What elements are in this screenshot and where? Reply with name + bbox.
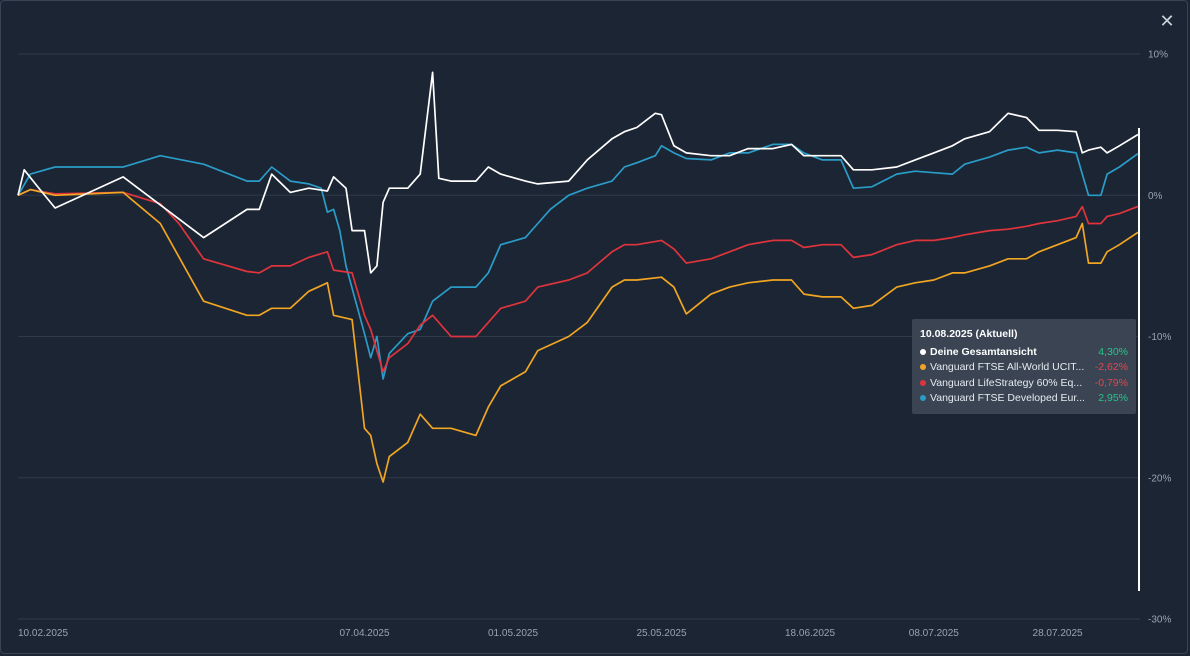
series-line-1 (17, 188, 1139, 373)
close-icon[interactable]: ✕ (1159, 10, 1175, 31)
legend-dot-icon (920, 364, 926, 371)
x-tick-label-0: 10.02.2025 (18, 628, 68, 639)
series-line-0 (17, 143, 1139, 380)
tooltip-row-0: Deine Gesamtansicht 4,30% (920, 344, 1128, 360)
tooltip-series-name: Vanguard LifeStrategy 60% Eq... (930, 376, 1083, 389)
legend-dot-icon (920, 348, 926, 355)
x-tick-label-3: 25.05.2025 (637, 628, 687, 639)
x-tick-label-6: 28.07.2025 (1033, 628, 1083, 639)
tooltip-row-2: Vanguard LifeStrategy 60% Eq... -0,79% (920, 375, 1128, 391)
y-tick-label-4: -30% (1148, 615, 1171, 626)
tooltip-series-value: -2,62% (1094, 361, 1128, 374)
tooltip-series-name: Vanguard FTSE Developed Eur... (930, 392, 1084, 405)
tooltip-series-value: 4,30% (1098, 345, 1128, 358)
y-tick-label-2: -10% (1148, 332, 1171, 343)
x-tick-label-4: 18.06.2025 (785, 628, 835, 639)
legend-dot-icon (920, 379, 926, 386)
tooltip-series-value: 2,95% (1098, 392, 1128, 405)
legend-dot-icon (920, 395, 926, 402)
x-axis: 10.02.2025 07.04.2025 01.05.2025 25.05.2025… (18, 628, 1083, 639)
tooltip-series-value: -0,79% (1094, 376, 1128, 389)
tooltip-series-name: Deine Gesamtansicht (930, 345, 1037, 358)
series-line-2 (17, 188, 1139, 483)
x-tick-label-2: 01.05.2025 (488, 628, 538, 639)
y-tick-label-0: 10% (1148, 50, 1168, 61)
tooltip-row-1: Vanguard FTSE All-World UCIT... -2,62% (920, 360, 1128, 376)
tooltip-series-name: Vanguard FTSE All-World UCIT... (930, 361, 1084, 374)
series-lines (17, 71, 1139, 483)
tooltip-row-3: Vanguard FTSE Developed Eur... 2,95% (920, 391, 1128, 407)
x-tick-label-5: 08.07.2025 (909, 628, 959, 639)
y-axis: 10% 0% -10% -20% -30% (1148, 50, 1171, 626)
y-tick-label-3: -20% (1148, 473, 1171, 484)
y-tick-label-1: 0% (1148, 191, 1163, 202)
x-tick-label-1: 07.04.2025 (339, 628, 389, 639)
hover-tooltip: 10.08.2025 (Aktuell) Deine Gesamtansicht… (912, 319, 1136, 414)
series-line-3 (17, 71, 1139, 274)
tooltip-title: 10.08.2025 (Aktuell) (920, 328, 1018, 340)
